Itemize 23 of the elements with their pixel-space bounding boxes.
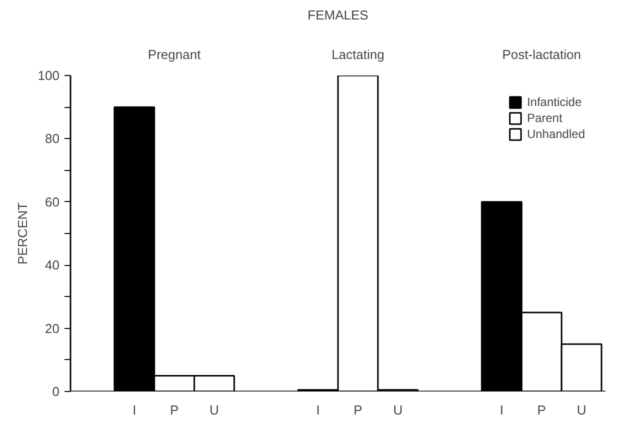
- x-tick-label: P: [354, 402, 362, 418]
- text: Pregnant: [148, 46, 202, 62]
- y-tick-label: 40: [45, 258, 60, 273]
- y-tick-label: 100: [38, 68, 60, 83]
- x-tick-label: U: [576, 402, 586, 418]
- y-tick-label: 80: [45, 131, 60, 146]
- legend-label: Unhandled: [526, 127, 585, 141]
- text: Lactating: [332, 46, 384, 62]
- x-tick-label: I: [132, 402, 136, 418]
- text: Post-lactation: [502, 46, 582, 62]
- x-tick-label: I: [316, 402, 320, 418]
- x-tick-label: P: [170, 402, 179, 418]
- y-tick-label: 0: [52, 384, 60, 399]
- chart-title: FEMALES: [308, 8, 369, 22]
- legend-label: Infanticide: [526, 95, 582, 109]
- x-tick-label: P: [537, 402, 546, 418]
- y-tick-label: 60: [45, 194, 60, 210]
- y-axis-title: PERCENT: [14, 202, 30, 265]
- y-tick-label: 20: [45, 320, 60, 336]
- x-tick-label: U: [210, 402, 219, 418]
- x-tick-label: U: [393, 402, 403, 418]
- legend-label: Parent: [526, 111, 562, 125]
- x-tick-label: I: [500, 402, 504, 418]
